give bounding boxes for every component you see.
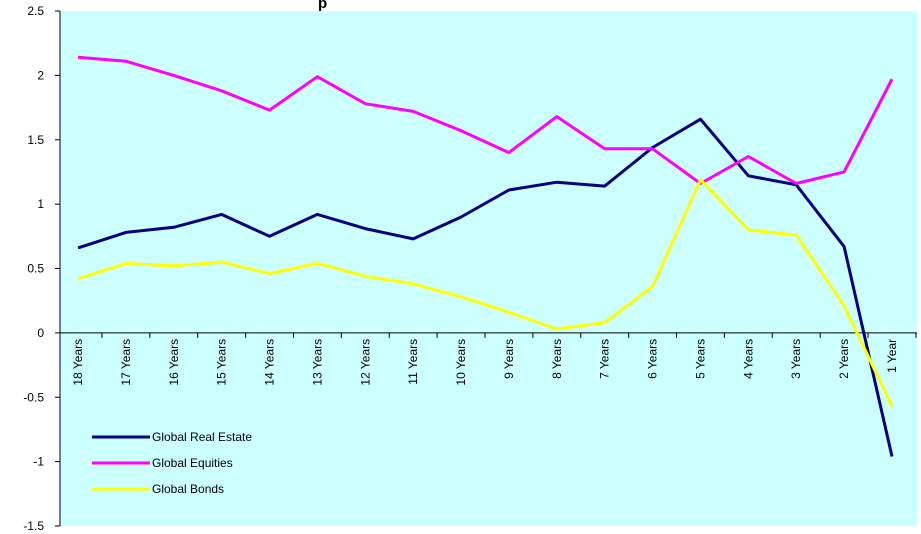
- legend: Global Real Estate Global Equities Global …: [92, 430, 252, 496]
- y-tick-label: 0.5: [27, 262, 44, 276]
- series-line-global-equities: [77, 55, 894, 185]
- x-category-label: 10 Years: [454, 339, 468, 386]
- x-category-label: 14 Years: [263, 339, 277, 386]
- y-tick-label: 2: [37, 68, 44, 82]
- legend-label: Global Equities: [152, 456, 233, 470]
- y-tick-label: -1.5: [23, 519, 44, 533]
- x-category-label: 4 Years: [741, 339, 755, 379]
- y-axis: 2.5 2 1.5 1 0.5 0 -0.5 -1 -1.5: [23, 4, 61, 533]
- x-category-label: 7 Years: [598, 339, 612, 379]
- x-category-label: 18 Years: [71, 339, 85, 386]
- plot-area: [60, 11, 917, 526]
- series-line-global-bonds: [77, 178, 894, 407]
- x-category-label: 13 Years: [310, 339, 324, 386]
- series-line-global-real-estate: [77, 117, 894, 457]
- legend-label: Global Bonds: [152, 482, 224, 496]
- x-category-label: 8 Years: [550, 339, 564, 379]
- y-tick-label: 2.5: [27, 4, 44, 18]
- x-category-label: 5 Years: [693, 339, 707, 379]
- legend-label: Global Real Estate: [152, 430, 252, 444]
- y-tick-label: 0: [37, 326, 44, 340]
- x-category-label: 15 Years: [215, 339, 229, 386]
- chart-title: p: [318, 0, 327, 12]
- x-category-label: 3 Years: [789, 339, 803, 379]
- x-category-label: 1 Year: [885, 339, 899, 373]
- series-layer: [77, 55, 894, 457]
- x-category-label: 16 Years: [167, 339, 181, 386]
- x-category-label: 9 Years: [502, 339, 516, 379]
- x-axis: 18 Years 17 Years 16 Years 15 Years 14 Years…: [60, 332, 917, 386]
- x-category-label: 17 Years: [119, 339, 133, 386]
- x-category-label: 11 Years: [406, 339, 420, 385]
- y-tick-label: -1: [33, 455, 44, 469]
- y-tick-label: 1: [37, 197, 44, 211]
- x-category-label: 6 Years: [646, 339, 660, 379]
- y-tick-label: -0.5: [23, 390, 44, 404]
- x-category-label: 12 Years: [358, 339, 372, 386]
- y-tick-label: 1.5: [27, 133, 44, 147]
- x-category-label: 2 Years: [837, 339, 851, 379]
